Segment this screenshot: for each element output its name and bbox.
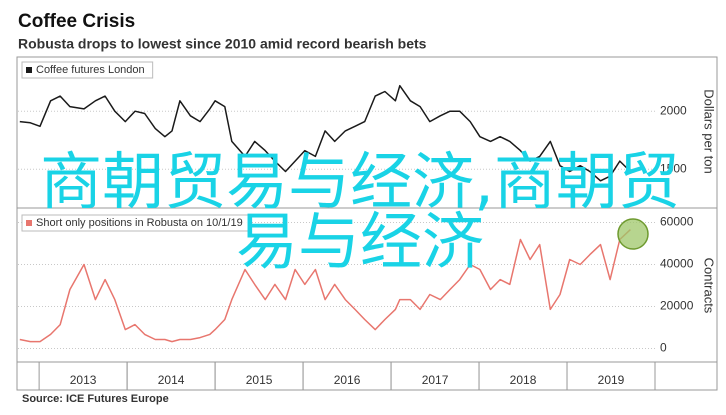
y-axis-title: Contracts [702,258,717,314]
y-tick-label: 2000 [660,103,687,117]
source-note: Source: ICE Futures Europe [22,393,169,405]
legend-swatch [26,67,32,73]
chart-title: Coffee Crisis [18,11,135,32]
x-tick-label: 2016 [334,373,361,387]
legend-swatch [26,220,32,226]
y-tick-label: 0 [660,341,667,355]
x-tick-label: 2015 [246,373,273,387]
y-tick-label: 40000 [660,257,694,271]
data-line [19,84,631,182]
chart-subtitle: Robusta drops to lowest since 2010 amid … [18,36,427,52]
legend-label: Coffee futures London [36,64,145,76]
y-tick-label: 20000 [660,299,694,313]
x-tick-label: 2017 [422,373,449,387]
x-tick-label: 2018 [510,373,537,387]
x-tick-label: 2013 [70,373,97,387]
y-tick-label: 1500 [660,161,687,175]
legend-box [21,61,154,79]
legend-box [21,214,252,232]
x-tick-label: 2019 [598,373,625,387]
y-axis-title: Dollars per ton [702,89,717,174]
highlight-circle [617,218,649,250]
x-tick-label: 2014 [158,373,185,387]
chart-frame [16,56,718,391]
legend-label: Short only positions in Robusta on 10/1/… [36,217,243,229]
watermark: 商朝贸易与经济,商朝贸易与经济 [40,145,680,278]
data-line [19,229,631,343]
y-tick-label: 60000 [660,215,694,229]
